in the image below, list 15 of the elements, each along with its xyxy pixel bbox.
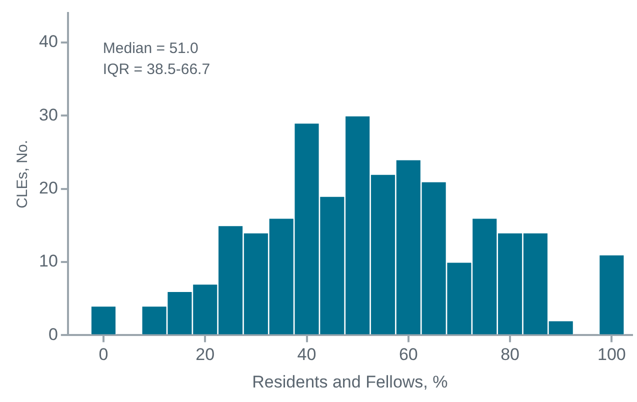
x-tick-label: 80: [500, 345, 520, 364]
annotation: IQR = 38.5-66.7: [102, 60, 210, 78]
x-tick-label: 100: [597, 345, 626, 364]
y-tick-label: 30: [38, 105, 58, 124]
y-tick-label: 10: [38, 252, 58, 271]
x-tick-label: 40: [297, 345, 316, 364]
x-axis-title: Residents and Fellows, %: [252, 372, 448, 392]
y-axis-title: CLEs, No.: [14, 140, 32, 208]
x-tick-label: 20: [196, 345, 215, 364]
x-tick-label: 60: [398, 345, 418, 364]
y-tick-label: 40: [38, 32, 58, 52]
y-tick-label: 0: [48, 324, 58, 344]
y-tick-label: 20: [38, 178, 58, 198]
annotation: Median = 51.0: [102, 40, 198, 57]
x-tick-label: 0: [98, 345, 108, 364]
